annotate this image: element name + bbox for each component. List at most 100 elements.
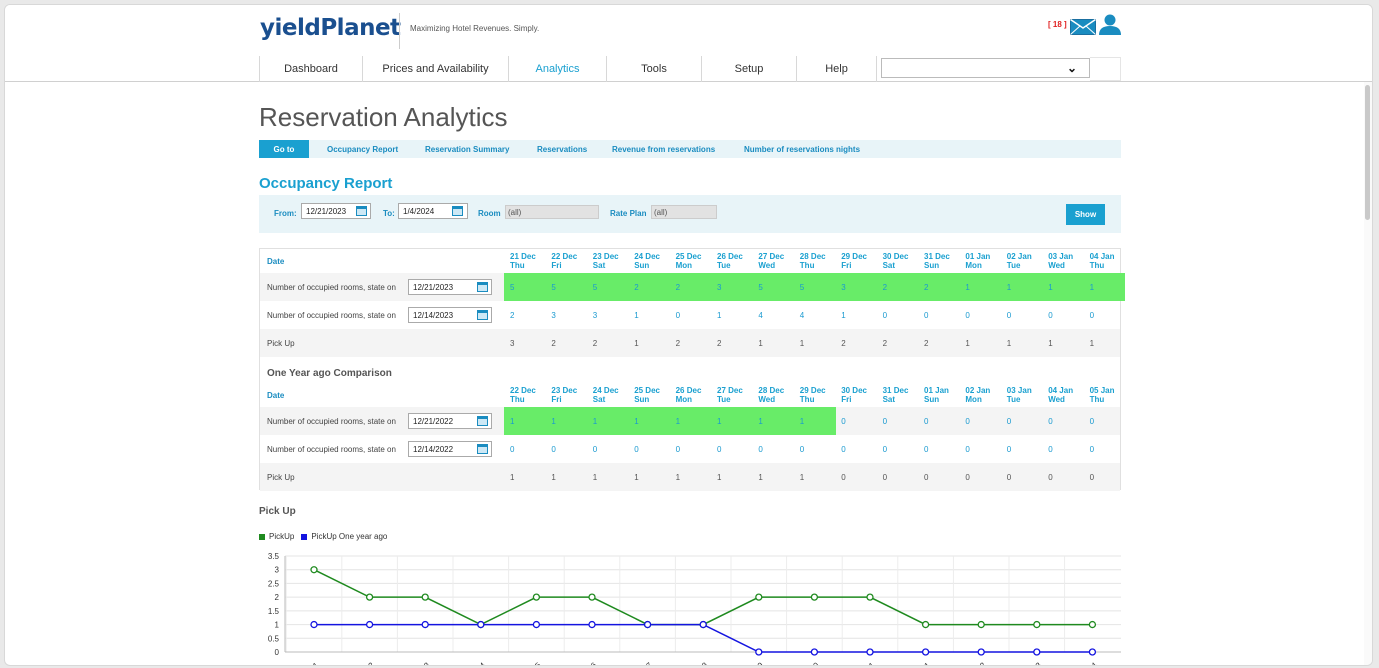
state-date-input[interactable]: 12/14/2022 [408, 441, 492, 457]
room-select[interactable]: (all) [505, 205, 599, 219]
goto-number-of-reservation-nights[interactable]: Number of reservations nights [744, 145, 861, 154]
page-title: Reservation Analytics [259, 102, 508, 132]
table-value-cell: 0 [1089, 417, 1095, 426]
table-value-cell: 0 [1089, 311, 1095, 320]
table-value-cell: 1 [841, 311, 846, 320]
table-value-cell: 0 [1006, 311, 1012, 320]
date-header-weekday: Fri [551, 395, 562, 404]
x-tick-label: 22 [363, 660, 376, 666]
property-select[interactable]: ⌄ [881, 58, 1090, 78]
message-count-badge[interactable]: [ 18 ] [1048, 20, 1067, 29]
date-header-cell: 01 Jan Mon [959, 249, 1000, 270]
date-header-cell: 25 Dec Sun [628, 383, 669, 404]
x-tick-label: 02 [975, 660, 988, 666]
goto-occupancy-report[interactable]: Occupancy Report [327, 145, 399, 154]
date-header-weekday: Thu [510, 261, 525, 270]
date-header-day: 29 Dec [799, 386, 826, 395]
table-value-cell: 0 [965, 473, 970, 482]
goto-reservation-summary[interactable]: Reservation Summary [425, 145, 510, 154]
y-tick-label: 0.5 [268, 634, 280, 643]
date-header-cell: 01 Jan Sun [918, 383, 959, 404]
x-tick-label: 01 [919, 660, 932, 666]
table-value-cell: 1 [592, 473, 598, 482]
nav-setup[interactable]: Setup [702, 56, 797, 82]
table-value-cell: 1 [1042, 273, 1085, 301]
nav-dashboard[interactable]: Dashboard [260, 56, 363, 82]
date-header-weekday: Mon [965, 395, 982, 404]
date-header-cell: 05 Jan Thu [1084, 383, 1125, 404]
goto-revenue-from-reservations[interactable]: Revenue from reservations [612, 145, 716, 154]
table-value-cell: 1 [959, 273, 1002, 301]
table-value-cell: 0 [1089, 445, 1095, 454]
state-date-input[interactable]: 12/14/2023 [408, 307, 492, 323]
rate-plan-select[interactable]: (all) [651, 205, 717, 219]
to-date-input[interactable]: 1/4/2024 [398, 203, 468, 219]
pickup-series-point [866, 593, 874, 601]
table-value-cell: 1 [793, 407, 836, 435]
mail-icon[interactable] [1070, 19, 1096, 35]
rate-plan-label: Rate Plan [610, 209, 647, 218]
table-value-cell: 1 [752, 407, 795, 435]
table-value-cell: 0 [799, 445, 805, 454]
x-tick-label: 30 [808, 660, 821, 666]
nav-help[interactable]: Help [797, 56, 877, 82]
date-header-day: 01 Jan [924, 386, 949, 395]
y-tick-label: 3.5 [268, 552, 280, 561]
table-value-cell: 1 [1048, 339, 1053, 348]
page-scrollbar[interactable] [1364, 82, 1372, 665]
table-value-cell: 1 [1083, 273, 1126, 301]
calendar-icon[interactable] [477, 416, 488, 426]
table-value-cell: 0 [634, 445, 639, 454]
table-value-cell: 0 [924, 417, 929, 426]
date-header-day: 28 Dec [758, 386, 785, 395]
calendar-icon[interactable] [477, 282, 488, 292]
table-value-cell: 0 [717, 445, 722, 454]
nav-prices-availability[interactable]: Prices and Availability [363, 56, 509, 82]
date-header-weekday: Mon [675, 395, 693, 404]
from-date-input[interactable]: 12/21/2023 [301, 203, 371, 219]
date-header-day: 28 Dec [799, 252, 826, 261]
user-profile-icon[interactable] [1099, 13, 1121, 35]
show-button[interactable]: Show [1066, 204, 1105, 225]
nav-analytics[interactable]: Analytics [509, 56, 607, 82]
table-value-cell: 0 [882, 445, 888, 454]
date-header-cell: 02 Jan Mon [959, 383, 1000, 404]
table-value-cell: 0 [924, 311, 929, 320]
nav-tools[interactable]: Tools [607, 56, 702, 82]
date-header-day: 23 Dec [551, 386, 578, 395]
scrollbar-thumb[interactable] [1365, 85, 1370, 220]
date-header-cell: 03 Jan Wed [1042, 249, 1083, 270]
table-value-cell: 1 [510, 473, 515, 482]
calendar-icon[interactable] [477, 444, 488, 454]
state-date-input[interactable]: 12/21/2023 [408, 279, 492, 295]
pickup-label: Pick Up [267, 473, 295, 482]
calendar-icon[interactable] [452, 206, 463, 216]
date-header-day: 04 Jan [1048, 386, 1074, 395]
yieldplanet-logo[interactable]: yieldPlanet [260, 15, 401, 41]
calendar-icon[interactable] [356, 206, 367, 216]
date-header-day: 04 Jan [1089, 252, 1115, 261]
table-value-cell: 0 [592, 445, 598, 454]
table-value-cell: 1 [965, 339, 970, 348]
table-value-cell: 1 [586, 407, 629, 435]
table-value-cell: 0 [882, 311, 888, 320]
pickup-prev-series-point [643, 620, 652, 629]
date-header-weekday: Sun [924, 261, 940, 270]
date-header-weekday: Sun [924, 395, 940, 404]
chevron-down-icon: ⌄ [1066, 61, 1077, 75]
pickup-series-point [921, 620, 930, 629]
calendar-icon[interactable] [477, 310, 488, 320]
goto-reservations[interactable]: Reservations [537, 145, 588, 154]
state-date-input[interactable]: 12/21/2022 [408, 413, 492, 429]
table-value-cell: 0 [965, 445, 970, 454]
date-header-day: 24 Dec [634, 252, 660, 261]
table-value-cell: 1 [799, 473, 805, 482]
goto-bar: Go to Occupancy Report Reservation Summa… [259, 140, 1121, 158]
table-value-cell: 1 [711, 407, 753, 435]
date-header-cell: 23 Dec Fri [545, 383, 586, 404]
occupancy-report-title: Occupancy Report [259, 175, 393, 192]
date-header-cell: 28 Dec Wed [752, 383, 793, 404]
date-header-day: 27 Dec [717, 386, 743, 395]
x-tick-label: 26 [586, 660, 599, 666]
goto-button[interactable]: Go to [259, 140, 309, 158]
